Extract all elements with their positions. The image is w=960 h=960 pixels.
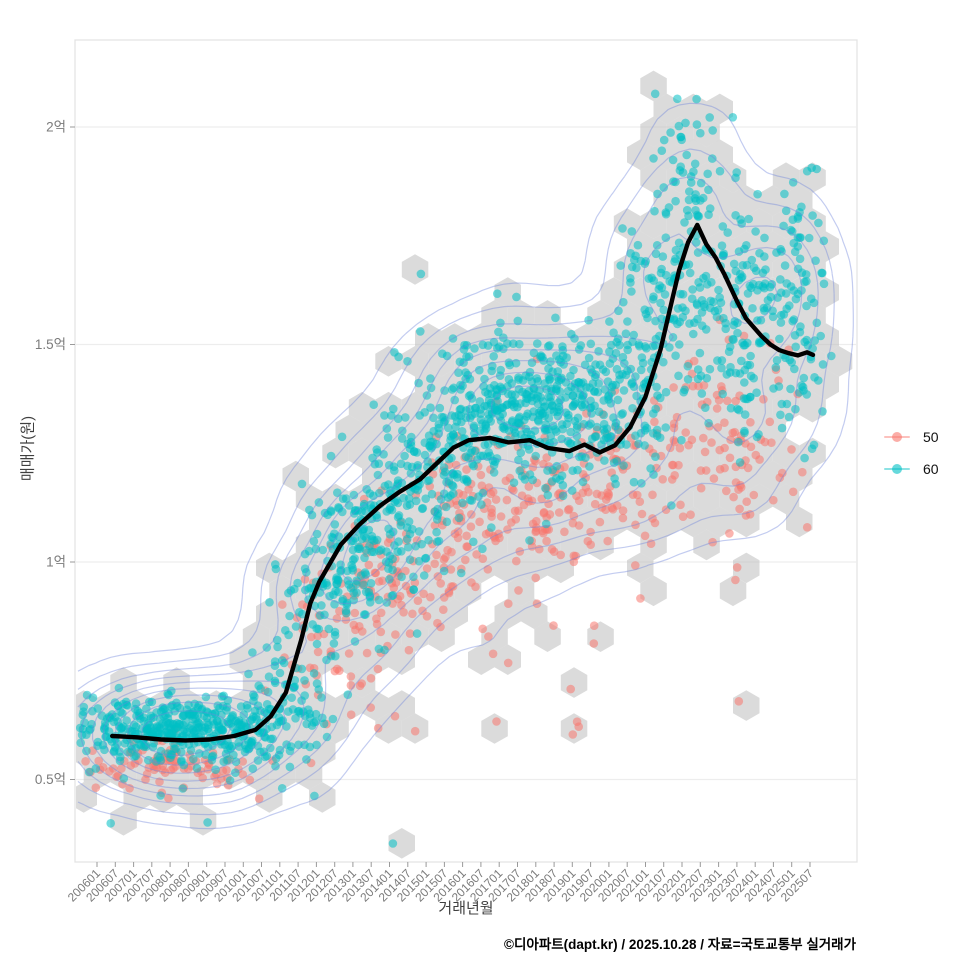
y-tick-label: 2억 bbox=[46, 120, 66, 135]
x-axis-title: 거래년월 bbox=[438, 900, 494, 917]
density-contours bbox=[77, 102, 854, 830]
y-axis-ticks: 0.5억 1억 1.5억 2억 bbox=[35, 120, 75, 787]
trend-line bbox=[110, 222, 816, 743]
legend-key-dot bbox=[892, 464, 902, 474]
legend-key-60 bbox=[884, 462, 910, 476]
y-tick-label: 1.5억 bbox=[35, 337, 66, 352]
legend: 50 60 bbox=[884, 421, 939, 485]
legend-item-50: 50 bbox=[884, 421, 939, 453]
legend-key-dot bbox=[892, 432, 902, 442]
source-caption: ©디아파트(dapt.kr) / 2025.10.28 / 자료=국토교통부 실… bbox=[504, 937, 856, 952]
legend-item-60: 60 bbox=[884, 453, 939, 485]
y-axis-title: 매매가(원) bbox=[19, 415, 37, 482]
y-tick-label: 1억 bbox=[46, 555, 66, 570]
scatter-points-60 bbox=[76, 89, 836, 848]
legend-key-50 bbox=[884, 430, 910, 444]
legend-label-60: 60 bbox=[923, 461, 939, 477]
legend-label-50: 50 bbox=[923, 429, 939, 445]
y-tick-label: 0.5억 bbox=[35, 772, 66, 787]
